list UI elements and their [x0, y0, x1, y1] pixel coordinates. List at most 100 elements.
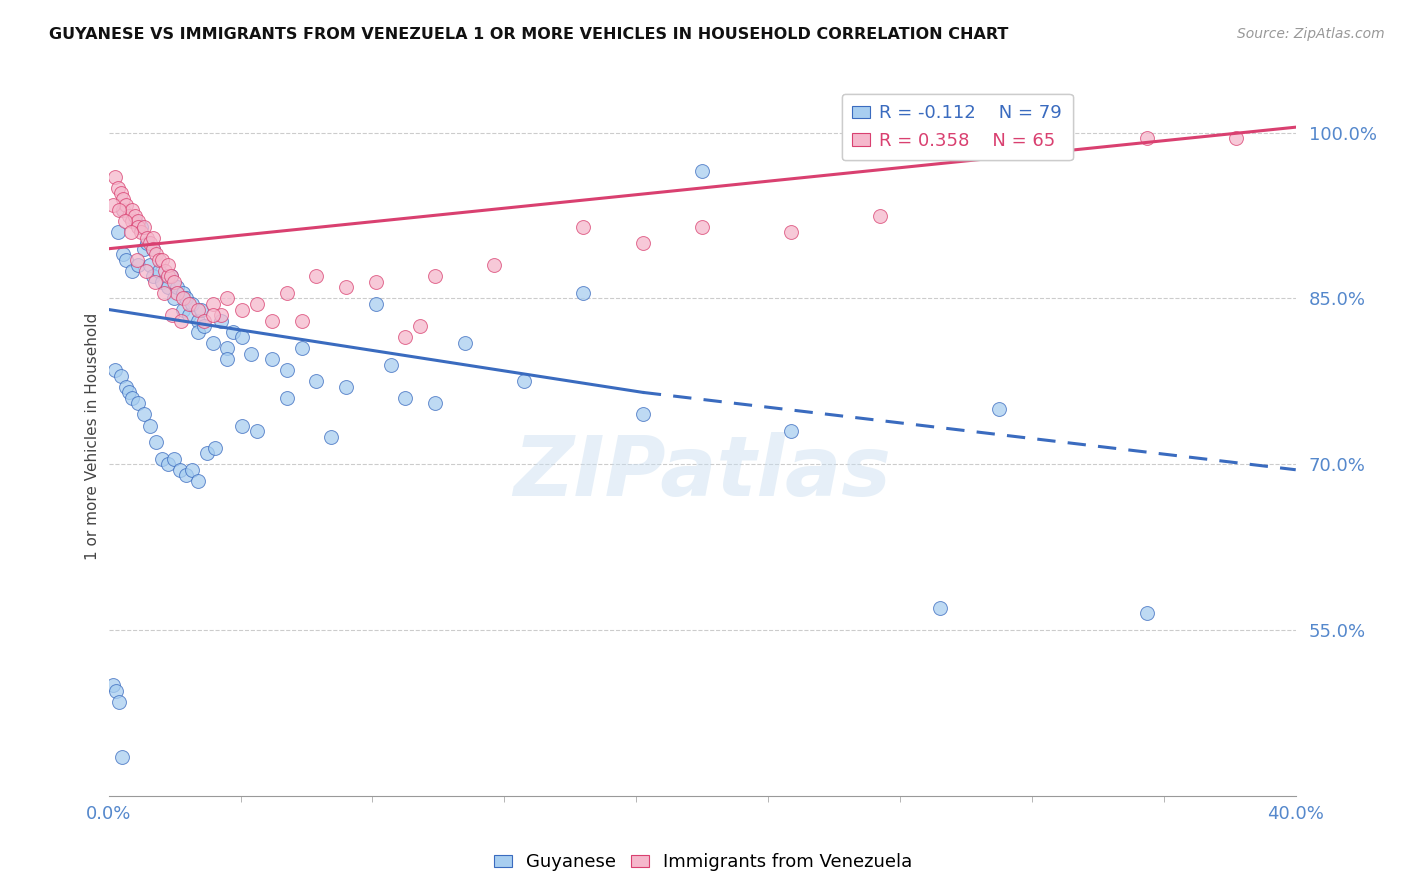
Point [305, 375, 328, 389]
Point [115, 197, 138, 211]
Point [180, 297, 202, 311]
Point [246, 424, 269, 438]
Point [1136, 131, 1159, 145]
Point [112, 202, 135, 217]
Point [187, 474, 209, 488]
Point [145, 435, 167, 450]
Point [134, 219, 156, 234]
Point [201, 308, 224, 322]
Point [134, 242, 156, 256]
Point [572, 285, 595, 300]
Point [260, 352, 283, 367]
Point [321, 429, 343, 443]
Point [204, 441, 226, 455]
Point [110, 186, 132, 201]
Point [136, 236, 159, 251]
Point [152, 285, 174, 300]
Point [127, 396, 149, 410]
Point [121, 214, 143, 228]
Point [217, 352, 239, 367]
Point [690, 164, 713, 178]
Point [108, 695, 131, 709]
Point [129, 225, 152, 239]
Point [513, 375, 536, 389]
Point [153, 264, 176, 278]
Point [108, 202, 131, 217]
Point [101, 197, 124, 211]
Y-axis label: 1 or more Vehicles in Household: 1 or more Vehicles in Household [86, 313, 100, 560]
Point [201, 335, 224, 350]
Point [124, 209, 146, 223]
Point [454, 335, 477, 350]
Point [142, 242, 165, 256]
Point [276, 285, 298, 300]
Point [209, 313, 232, 327]
Point [201, 297, 224, 311]
Point [148, 264, 170, 278]
Point [231, 330, 253, 344]
Point [110, 368, 132, 383]
Point [631, 236, 654, 251]
Point [103, 169, 125, 184]
Point [423, 396, 446, 410]
Point [156, 269, 179, 284]
Point [222, 325, 245, 339]
Point [150, 451, 173, 466]
Point [180, 463, 202, 477]
Point [869, 209, 891, 223]
Point [231, 418, 253, 433]
Point [121, 264, 143, 278]
Point [423, 269, 446, 284]
Point [172, 285, 194, 300]
Point [120, 225, 142, 239]
Point [142, 242, 165, 256]
Point [124, 214, 146, 228]
Point [139, 236, 162, 251]
Point [240, 347, 263, 361]
Point [394, 330, 416, 344]
Point [160, 269, 183, 284]
Point [163, 275, 186, 289]
Point [631, 408, 654, 422]
Point [127, 219, 149, 234]
Point [115, 380, 138, 394]
Point [101, 678, 124, 692]
Point [142, 230, 165, 244]
Text: GUYANESE VS IMMIGRANTS FROM VENEZUELA 1 OR MORE VEHICLES IN HOUSEHOLD CORRELATIO: GUYANESE VS IMMIGRANTS FROM VENEZUELA 1 … [49, 27, 1008, 42]
Point [115, 252, 138, 267]
Point [103, 363, 125, 377]
Point [136, 230, 159, 244]
Point [139, 418, 162, 433]
Point [1225, 131, 1247, 145]
Point [121, 202, 143, 217]
Point [125, 252, 148, 267]
Point [335, 380, 357, 394]
Point [195, 446, 218, 460]
Point [690, 219, 713, 234]
Point [163, 292, 186, 306]
Point [148, 252, 170, 267]
Point [928, 600, 950, 615]
Point [217, 341, 239, 355]
Point [409, 319, 432, 334]
Point [150, 275, 173, 289]
Point [276, 363, 298, 377]
Point [139, 258, 162, 272]
Point [1136, 607, 1159, 621]
Point [364, 275, 387, 289]
Point [172, 292, 194, 306]
Point [177, 297, 200, 311]
Text: ZIPatlas: ZIPatlas [513, 432, 891, 513]
Point [121, 391, 143, 405]
Point [156, 258, 179, 272]
Point [780, 424, 803, 438]
Point [156, 457, 179, 471]
Point [364, 297, 387, 311]
Point [118, 385, 141, 400]
Point [114, 214, 136, 228]
Point [156, 280, 179, 294]
Point [170, 313, 193, 327]
Point [145, 247, 167, 261]
Point [135, 264, 157, 278]
Point [134, 408, 156, 422]
